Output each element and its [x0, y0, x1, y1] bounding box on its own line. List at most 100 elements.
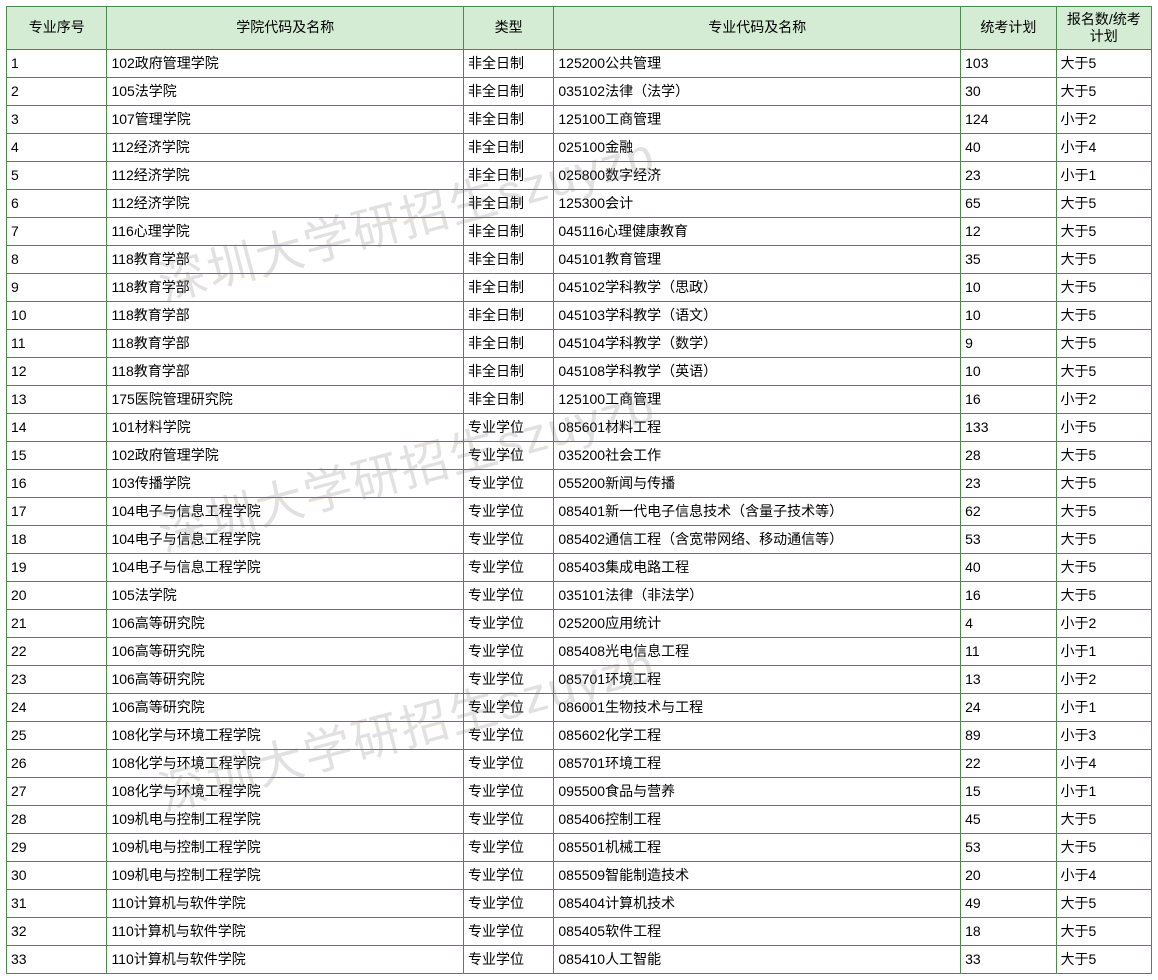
cell-ratio: 大于5	[1056, 273, 1151, 301]
cell-plan: 103	[961, 49, 1056, 77]
cell-plan: 24	[961, 693, 1056, 721]
cell-plan: 23	[961, 161, 1056, 189]
table-row: 29109机电与控制工程学院专业学位085501机械工程53大于5	[7, 833, 1152, 861]
cell-ratio: 小于4	[1056, 861, 1151, 889]
cell-ratio: 小于1	[1056, 777, 1151, 805]
cell-school: 109机电与控制工程学院	[107, 805, 464, 833]
cell-school: 118教育学部	[107, 357, 464, 385]
cell-ratio: 大于5	[1056, 301, 1151, 329]
cell-major: 085401新一代电子信息技术（含量子技术等）	[554, 497, 961, 525]
table-row: 23106高等研究院专业学位085701环境工程13小于2	[7, 665, 1152, 693]
cell-type: 专业学位	[463, 441, 553, 469]
cell-seq: 12	[7, 357, 107, 385]
cell-type: 专业学位	[463, 805, 553, 833]
cell-ratio: 小于1	[1056, 161, 1151, 189]
cell-seq: 24	[7, 693, 107, 721]
cell-ratio: 大于5	[1056, 357, 1151, 385]
cell-seq: 27	[7, 777, 107, 805]
cell-plan: 10	[961, 273, 1056, 301]
cell-ratio: 大于5	[1056, 889, 1151, 917]
cell-major: 055200新闻与传播	[554, 469, 961, 497]
cell-school: 118教育学部	[107, 301, 464, 329]
cell-major: 025800数字经济	[554, 161, 961, 189]
table-row: 5112经济学院非全日制025800数字经济23小于1	[7, 161, 1152, 189]
cell-plan: 10	[961, 301, 1056, 329]
cell-plan: 33	[961, 945, 1056, 973]
cell-major: 085602化学工程	[554, 721, 961, 749]
table-row: 6112经济学院非全日制125300会计65大于5	[7, 189, 1152, 217]
cell-major: 085509智能制造技术	[554, 861, 961, 889]
cell-seq: 26	[7, 749, 107, 777]
table-row: 7116心理学院非全日制045116心理健康教育12大于5	[7, 217, 1152, 245]
cell-school: 107管理学院	[107, 105, 464, 133]
header-major: 专业代码及名称	[554, 7, 961, 50]
table-row: 20105法学院专业学位035101法律（非法学）16大于5	[7, 581, 1152, 609]
cell-seq: 8	[7, 245, 107, 273]
cell-ratio: 大于5	[1056, 945, 1151, 973]
cell-school: 104电子与信息工程学院	[107, 525, 464, 553]
table-row: 32110计算机与软件学院专业学位085405软件工程18大于5	[7, 917, 1152, 945]
cell-seq: 2	[7, 77, 107, 105]
cell-seq: 19	[7, 553, 107, 581]
cell-school: 106高等研究院	[107, 693, 464, 721]
cell-school: 118教育学部	[107, 273, 464, 301]
table-row: 11118教育学部非全日制045104学科教学（数学）9大于5	[7, 329, 1152, 357]
table-row: 26108化学与环境工程学院专业学位085701环境工程22小于4	[7, 749, 1152, 777]
cell-ratio: 小于2	[1056, 609, 1151, 637]
table-row: 21106高等研究院专业学位025200应用统计4小于2	[7, 609, 1152, 637]
cell-major: 035101法律（非法学）	[554, 581, 961, 609]
cell-type: 非全日制	[463, 245, 553, 273]
cell-school: 112经济学院	[107, 161, 464, 189]
cell-major: 045103学科教学（语文）	[554, 301, 961, 329]
cell-seq: 22	[7, 637, 107, 665]
enrollment-table: 专业序号 学院代码及名称 类型 专业代码及名称 统考计划 报名数/统考计划 11…	[6, 6, 1152, 974]
cell-major: 085402通信工程（含宽带网络、移动通信等）	[554, 525, 961, 553]
cell-major: 045116心理健康教育	[554, 217, 961, 245]
cell-ratio: 大于5	[1056, 441, 1151, 469]
cell-type: 专业学位	[463, 497, 553, 525]
cell-seq: 15	[7, 441, 107, 469]
cell-ratio: 大于5	[1056, 833, 1151, 861]
header-ratio: 报名数/统考计划	[1056, 7, 1151, 50]
cell-plan: 18	[961, 917, 1056, 945]
cell-plan: 62	[961, 497, 1056, 525]
cell-major: 085408光电信息工程	[554, 637, 961, 665]
cell-plan: 13	[961, 665, 1056, 693]
cell-seq: 11	[7, 329, 107, 357]
cell-ratio: 大于5	[1056, 525, 1151, 553]
cell-school: 116心理学院	[107, 217, 464, 245]
cell-school: 104电子与信息工程学院	[107, 497, 464, 525]
table-row: 8118教育学部非全日制045101教育管理35大于5	[7, 245, 1152, 273]
cell-school: 105法学院	[107, 77, 464, 105]
header-seq: 专业序号	[7, 7, 107, 50]
cell-seq: 6	[7, 189, 107, 217]
cell-type: 专业学位	[463, 693, 553, 721]
cell-ratio: 大于5	[1056, 217, 1151, 245]
cell-ratio: 大于5	[1056, 805, 1151, 833]
cell-type: 非全日制	[463, 273, 553, 301]
cell-plan: 4	[961, 609, 1056, 637]
cell-ratio: 小于2	[1056, 385, 1151, 413]
cell-type: 非全日制	[463, 133, 553, 161]
cell-school: 102政府管理学院	[107, 441, 464, 469]
cell-seq: 18	[7, 525, 107, 553]
header-row: 专业序号 学院代码及名称 类型 专业代码及名称 统考计划 报名数/统考计划	[7, 7, 1152, 50]
cell-seq: 30	[7, 861, 107, 889]
cell-type: 专业学位	[463, 553, 553, 581]
cell-plan: 20	[961, 861, 1056, 889]
table-row: 19104电子与信息工程学院专业学位085403集成电路工程40大于5	[7, 553, 1152, 581]
cell-plan: 12	[961, 217, 1056, 245]
table-row: 9118教育学部非全日制045102学科教学（思政）10大于5	[7, 273, 1152, 301]
header-plan: 统考计划	[961, 7, 1056, 50]
cell-seq: 14	[7, 413, 107, 441]
cell-major: 045101教育管理	[554, 245, 961, 273]
cell-seq: 10	[7, 301, 107, 329]
cell-school: 102政府管理学院	[107, 49, 464, 77]
cell-type: 非全日制	[463, 49, 553, 77]
cell-major: 085501机械工程	[554, 833, 961, 861]
cell-ratio: 小于2	[1056, 665, 1151, 693]
cell-major: 045102学科教学（思政）	[554, 273, 961, 301]
cell-ratio: 小于1	[1056, 693, 1151, 721]
cell-major: 025100金融	[554, 133, 961, 161]
cell-major: 085701环境工程	[554, 665, 961, 693]
